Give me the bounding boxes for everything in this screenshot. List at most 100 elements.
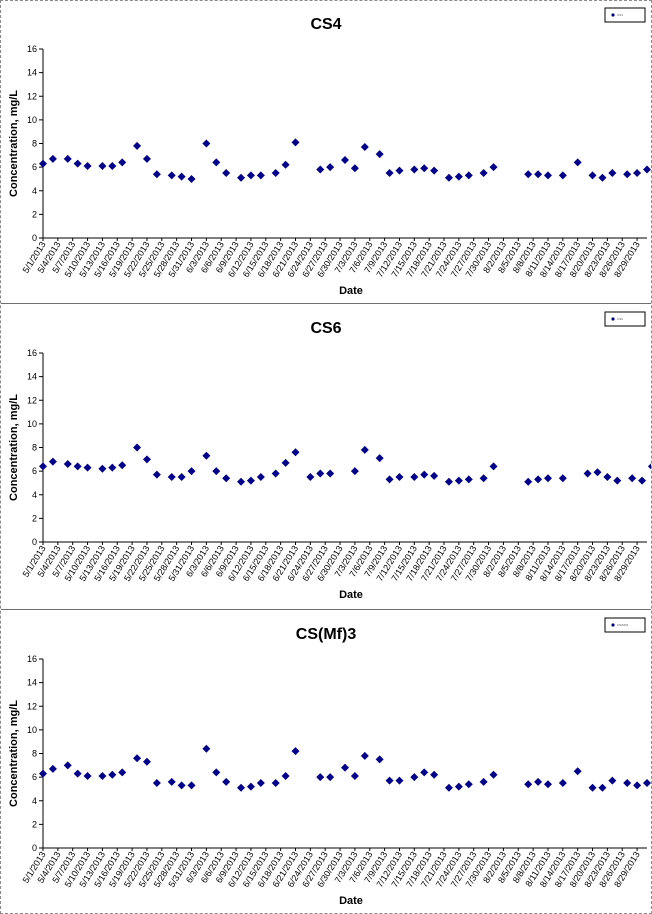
legend-label: CS6 (617, 317, 623, 321)
y-tick-label: 14 (27, 68, 37, 78)
data-point (524, 780, 533, 789)
data-point (39, 462, 47, 471)
data-point (291, 448, 300, 457)
data-point (410, 165, 419, 174)
data-point (133, 754, 142, 763)
data-point (108, 161, 117, 170)
data-point (444, 783, 453, 792)
data-point (202, 744, 211, 753)
data-point (643, 165, 651, 174)
y-tick-label: 14 (27, 678, 37, 688)
x-axis-label: Date (339, 895, 363, 907)
data-point (385, 475, 394, 484)
data-point (202, 451, 211, 460)
data-point (167, 171, 176, 180)
data-point (98, 161, 107, 170)
data-point (524, 477, 533, 486)
y-tick-label: 16 (27, 44, 37, 54)
data-point (256, 171, 265, 180)
data-point (177, 473, 186, 482)
y-tick-label: 4 (32, 490, 37, 500)
y-axis-label: Concentration, mg/L (8, 700, 20, 807)
data-point (623, 779, 632, 788)
data-point (464, 475, 473, 484)
data-point (271, 469, 280, 478)
data-point (558, 474, 567, 483)
legend-box (604, 7, 646, 23)
data-point (534, 777, 543, 786)
y-tick-label: 8 (32, 139, 37, 149)
x-axis-label: Date (339, 589, 363, 601)
data-point (212, 158, 221, 167)
y-tick-label: 4 (32, 186, 37, 196)
y-tick-label: 16 (27, 348, 37, 358)
data-point (430, 166, 439, 175)
data-point (524, 170, 533, 179)
y-tick-label: 10 (27, 419, 37, 429)
data-point (202, 139, 211, 148)
data-point (187, 174, 196, 183)
data-point (167, 473, 176, 482)
chart-panel-cs4: CS4 CS4 0 2 4 6 8 10 12 14 16 5/1/2013 5/4/2013 5/7/2… (1, 1, 651, 302)
data-point (281, 458, 290, 467)
data-point (246, 782, 255, 791)
data-point (152, 779, 161, 788)
data-point (583, 469, 592, 478)
data-point (187, 781, 196, 790)
chart-cs4: CS4CS402468101214165/1/20135/4/20135/7/2… (8, 7, 651, 297)
data-point (326, 163, 335, 172)
data-point (395, 473, 404, 482)
data-point (108, 463, 117, 472)
data-point (464, 780, 473, 789)
legend-label: CS(Mf)3 (617, 623, 628, 627)
y-tick-label: 12 (27, 701, 37, 711)
data-point (375, 755, 384, 764)
data-point (237, 783, 246, 792)
data-point (142, 455, 151, 464)
legend-label: CS4 (617, 13, 623, 17)
data-point (430, 471, 439, 480)
data-point (598, 783, 607, 792)
data-point (48, 457, 57, 466)
data-point (420, 768, 429, 777)
data-point (385, 776, 394, 785)
data-point (118, 461, 127, 470)
data-point (464, 171, 473, 180)
data-point (479, 169, 488, 178)
data-point (543, 474, 552, 483)
data-point (177, 172, 186, 181)
chart-title: CS6 (310, 320, 341, 337)
data-point (643, 779, 651, 788)
data-point (410, 773, 419, 782)
chart-title: CS(Mf)3 (296, 626, 357, 643)
legend: CS(Mf)3 (604, 617, 646, 633)
chart-cs6: CS6CS602468101214165/1/20135/4/20135/7/2… (8, 311, 651, 601)
data-point (558, 171, 567, 180)
data-point (83, 771, 92, 780)
data-point (98, 771, 107, 780)
data-point (133, 141, 142, 150)
data-point (420, 164, 429, 173)
data-point (222, 777, 231, 786)
data-point (118, 768, 127, 777)
data-point (573, 158, 582, 167)
data-point (454, 172, 463, 181)
y-tick-label: 2 (32, 819, 37, 829)
data-point (489, 163, 498, 172)
data-point (271, 779, 280, 788)
y-tick-label: 0 (32, 233, 37, 243)
data-point (360, 143, 369, 152)
legend-marker (611, 13, 615, 17)
y-tick-label: 8 (32, 749, 37, 759)
data-point (479, 777, 488, 786)
data-point (63, 761, 72, 770)
data-point (360, 445, 369, 454)
chart-panel-csmf3: CS(Mf)3 CS(Mf)3 0 2 4 6 8 10 12 14 16 5/1/2013 5/4/2… (1, 611, 651, 911)
data-point (246, 171, 255, 180)
data-point (63, 460, 72, 469)
legend-box (604, 617, 646, 633)
x-axis-label: Date (339, 285, 363, 297)
y-tick-label: 16 (27, 654, 37, 664)
data-point (375, 454, 384, 463)
data-point (489, 770, 498, 779)
